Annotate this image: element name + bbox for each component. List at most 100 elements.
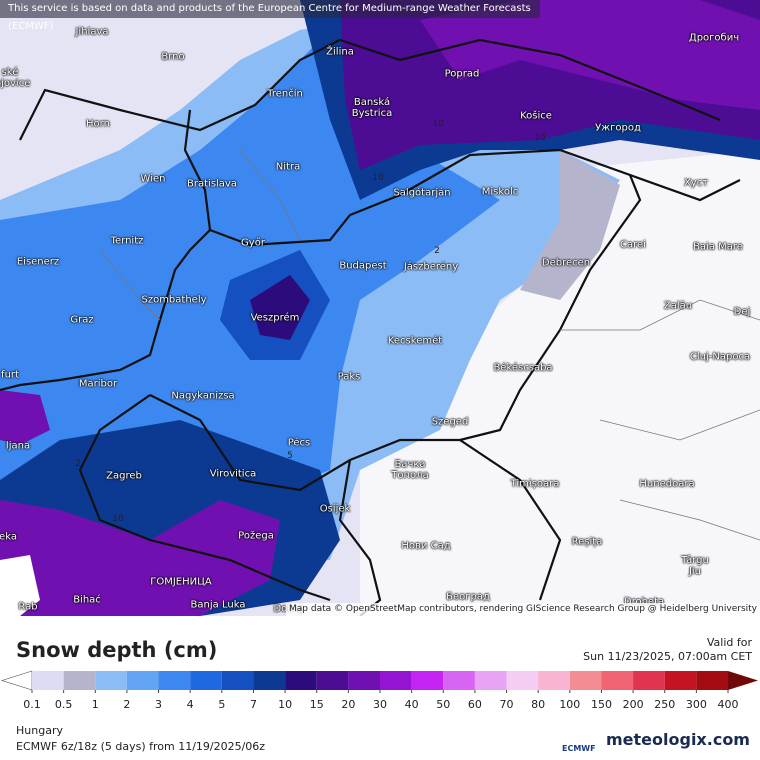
place-label: Eisenerz <box>16 256 60 268</box>
colorbar-box <box>348 671 380 690</box>
valid-label: Valid for <box>706 636 752 649</box>
colorbar-box <box>633 671 665 690</box>
place-label: Cluj-Napoca <box>689 351 751 363</box>
colorbar-box <box>316 671 349 690</box>
snow-05 <box>520 150 620 300</box>
colorbar-tick-label: 20 <box>341 698 355 711</box>
map <box>0 0 760 616</box>
place-label: Carei <box>620 239 646 251</box>
snow-free <box>360 150 760 616</box>
place-label: Graz <box>70 314 94 326</box>
colorbar-tick-label: 150 <box>591 698 612 711</box>
place-label: Budapest <box>339 260 387 272</box>
contour-label: 2 <box>75 459 81 469</box>
colorbar-over <box>728 671 758 690</box>
place-label: Nagykanizsa <box>171 390 235 402</box>
place-label: Wien <box>140 173 166 185</box>
place-label: Trenčín <box>267 88 303 100</box>
contour-label: 10 <box>372 173 384 183</box>
colorbar-tick-label: 10 <box>278 698 292 711</box>
colorbar-tick-label: 5 <box>218 698 225 711</box>
colorbar-tick-label: 0.5 <box>55 698 73 711</box>
colorbar-tick-label: 0.1 <box>23 698 41 711</box>
colorbar-box <box>696 671 728 690</box>
colorbar-box <box>95 671 127 690</box>
colorbar-tick-label: 15 <box>310 698 324 711</box>
place-label: Dej <box>733 306 751 318</box>
place-label: ljana <box>5 440 31 452</box>
place-label: Salgótarján <box>393 187 451 199</box>
colorbar-tick-label: 1 <box>92 698 99 711</box>
place-label: Požega <box>238 530 274 542</box>
place-label: Hunedoara <box>639 478 695 490</box>
colorbar-tick-label: 200 <box>623 698 644 711</box>
colorbar-box <box>569 671 602 690</box>
place-label: Nitra <box>275 161 301 173</box>
contour-label: 5 <box>287 451 293 461</box>
place-label: Szeged <box>431 416 469 428</box>
place-label: Drobeta <box>623 596 665 608</box>
colorbar-box <box>474 671 507 690</box>
colorbar-tick-label: 4 <box>187 698 194 711</box>
colorbar-tick-label: 50 <box>436 698 450 711</box>
colorbar-tick-label: 3 <box>155 698 162 711</box>
colorbar-box <box>380 671 412 690</box>
place-label: Jászberény <box>403 261 459 273</box>
model-run: ECMWF 6z/18z (5 days) from 11/19/2025/06… <box>16 740 266 753</box>
place-label: Békéscsaba <box>493 362 553 374</box>
place-label: Bratislava <box>187 178 237 190</box>
regional-borders <box>99 149 760 541</box>
snow-20-south <box>0 500 280 616</box>
place-label: Győr <box>241 237 265 249</box>
place-label: Timișoara <box>510 478 560 490</box>
colorbar: 0.1 0.5 1 2 3 4 5 7 10 15 20 30 40 50 60 70 80 100 150 200 2… <box>1 670 758 711</box>
place-label: Rab <box>18 601 38 613</box>
colorbar-tick-label: 30 <box>373 698 387 711</box>
colorbar-box <box>601 671 634 690</box>
colorbar-tick-label: 70 <box>500 698 514 711</box>
snow-20-west <box>0 390 50 445</box>
place-label: Žilina <box>326 46 354 58</box>
colorbar-box <box>190 671 222 690</box>
place-label: eka <box>0 531 17 543</box>
place-label: Debrecen <box>541 257 591 269</box>
legend-title: Snow depth (cm) <box>16 638 218 662</box>
colorbar-box <box>126 671 159 690</box>
colorbar-under <box>1 670 33 691</box>
colorbar-tick-label: 7 <box>250 698 257 711</box>
contour-label: 10 <box>534 133 546 143</box>
place-label: Reșița <box>571 536 603 548</box>
place-label: Târgu Jiu <box>681 555 709 577</box>
site-logo[interactable]: meteologix.com <box>606 730 750 749</box>
colorbar-tick-label: 400 <box>718 698 739 711</box>
region: Hungary <box>16 724 63 737</box>
colorbar-box <box>63 671 96 690</box>
attribution: This service is based on data and produc… <box>0 0 540 32</box>
colorbar-tick-label: 40 <box>405 698 419 711</box>
place-label: Kecskemét <box>387 335 443 347</box>
colorbar-tick-label: 300 <box>686 698 707 711</box>
place-label: furt <box>1 369 19 381</box>
valid-time: Sun 11/23/2025, 07:00am CET <box>583 650 752 663</box>
place-label: Bihać <box>73 594 101 606</box>
contour-label: 10 <box>112 514 124 524</box>
place-label: Хуст <box>683 177 709 189</box>
snow-10 <box>250 275 310 340</box>
colorbar-box <box>664 671 697 690</box>
place-label: Szombathely <box>141 294 207 306</box>
place-label: Miskolc <box>481 186 519 198</box>
place-label: Београд <box>446 591 490 603</box>
place-label: Pécs <box>287 437 311 449</box>
place-label: Zagreb <box>106 470 142 482</box>
colorbar-box <box>538 671 570 690</box>
place-label: Košice <box>520 110 552 122</box>
place-label: Jihlava <box>75 26 109 38</box>
colorbar-box <box>285 671 317 690</box>
place-label: Paks <box>337 371 361 383</box>
map-credit: Map data © OpenStreetMap contributors, r… <box>286 603 760 616</box>
colorbar-box <box>253 671 286 690</box>
colorbar-tick-label: 2 <box>123 698 130 711</box>
place-label: ГОМЈЕНИЦА <box>150 576 212 588</box>
colorbar-tick-label: 80 <box>531 698 545 711</box>
contour-label: 10 <box>432 119 444 129</box>
